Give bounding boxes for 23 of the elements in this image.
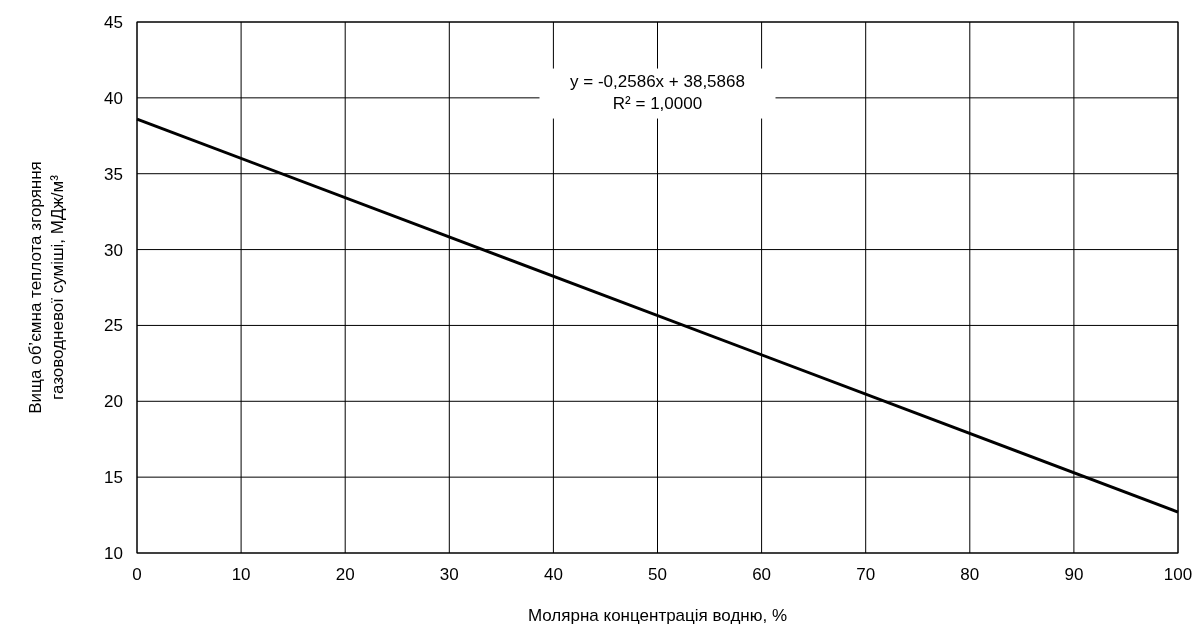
x-axis-title: Молярна концентрація водню, % <box>527 606 788 625</box>
x-tick-label: 40 <box>543 565 563 584</box>
y-tick-label: 35 <box>104 164 123 184</box>
y-tick-label: 40 <box>104 88 123 108</box>
y-tick-label: 20 <box>104 392 123 412</box>
x-tick-label: 100 <box>1163 565 1193 584</box>
x-tick-label: 10 <box>231 565 251 584</box>
x-tick-label: 50 <box>648 565 667 584</box>
x-tick-label: 70 <box>856 565 876 584</box>
y-tick-label: 45 <box>104 13 123 32</box>
y-tick-label: 10 <box>104 544 123 563</box>
annotation: y = -0,2586x + 38,5868 <box>570 71 745 91</box>
x-tick-label: 90 <box>1064 565 1084 584</box>
x-tick-label: 60 <box>752 565 772 584</box>
y-axis-title: Вища об’ємна теплота згоряння газоводневої суміші, МДж/м³ <box>26 161 67 414</box>
x-tick-label: 30 <box>439 565 459 584</box>
y-tick-label: 15 <box>104 468 123 488</box>
x-tick-label: 0 <box>132 565 142 584</box>
y-tick-label: 30 <box>104 240 123 260</box>
y-tick-label: 25 <box>104 316 123 336</box>
x-tick-label: 80 <box>960 565 980 584</box>
x-tick-label: 20 <box>335 565 355 584</box>
annotation: R² = 1,0000 <box>612 93 703 113</box>
